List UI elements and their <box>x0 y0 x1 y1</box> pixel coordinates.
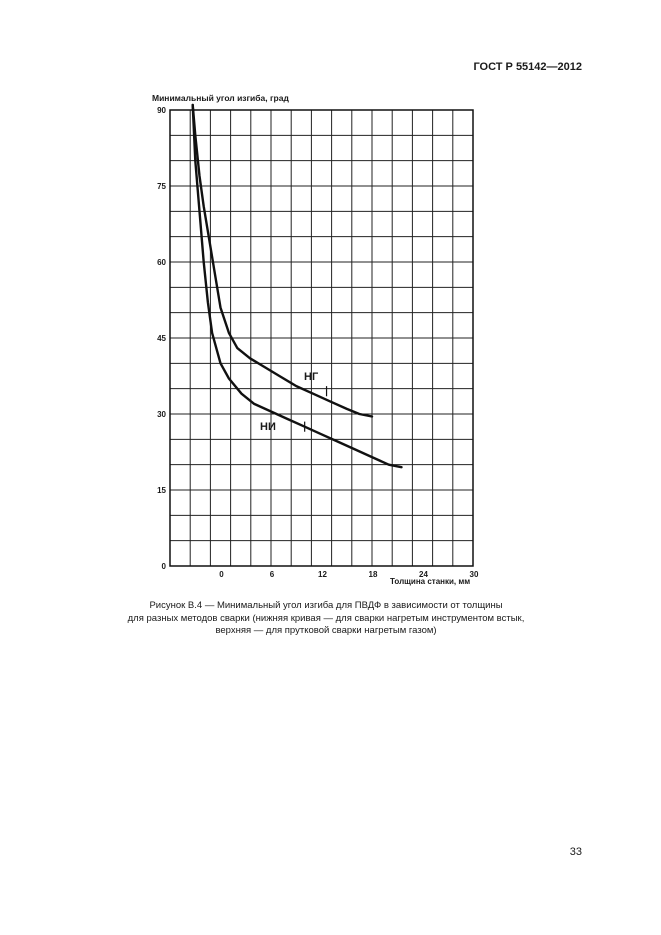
chart-grid <box>170 110 473 566</box>
x-axis-label: Толщина станки, мм <box>390 577 470 586</box>
series-line-ni <box>191 103 403 469</box>
series-label-ng: НГ <box>304 371 319 383</box>
caption-line-3: верхняя — для прутковой сварки нагретым … <box>215 625 437 636</box>
chart-axes: 0 15 30 45 60 75 90 0 6 12 18 24 30 <box>157 106 479 579</box>
caption-line-1: Рисунок В.4 — Минимальный угол изгиба дл… <box>149 600 503 611</box>
document-standard-header: ГОСТ Р 55142—2012 <box>473 61 582 73</box>
y-tick-label: 15 <box>157 486 166 495</box>
series-label-ni: НИ <box>260 421 276 433</box>
y-tick-label: 60 <box>157 258 166 267</box>
y-tick-label: 90 <box>157 106 166 115</box>
y-tick-label: 0 <box>162 562 167 571</box>
series-line-ng <box>191 103 374 418</box>
plot-frame <box>169 109 474 567</box>
figure-caption: Рисунок В.4 — Минимальный угол изгиба дл… <box>60 600 592 638</box>
y-tick-label: 75 <box>157 182 166 191</box>
caption-line-2: для разных методов сварки (нижняя кривая… <box>127 612 525 624</box>
y-tick-label: 45 <box>157 334 166 343</box>
x-tick-label: 12 <box>318 570 327 579</box>
x-tick-label: 30 <box>470 570 479 579</box>
y-tick-label: 30 <box>157 410 166 419</box>
x-tick-label: 0 <box>219 570 224 579</box>
x-tick-label: 24 <box>419 570 428 579</box>
chart-series <box>191 103 403 469</box>
y-axis-label: Минимальный угол изгиба, град <box>152 93 289 103</box>
x-tick-label: 6 <box>270 570 275 579</box>
x-tick-label: 18 <box>369 570 378 579</box>
page-number: 33 <box>569 846 582 858</box>
